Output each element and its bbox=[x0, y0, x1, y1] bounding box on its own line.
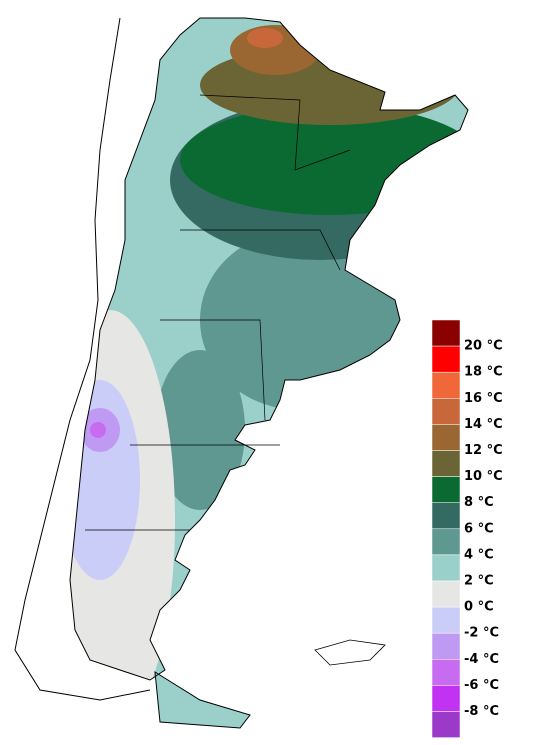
legend-swatch bbox=[431, 659, 461, 686]
legend-swatch bbox=[431, 371, 461, 399]
legend-swatch bbox=[431, 476, 461, 503]
legend-swatch bbox=[431, 711, 461, 738]
legend: 20 °C 18 °C 16 °C 14 °C 12 °C 10 °C 8 °C 6 °C 4 … bbox=[431, 319, 503, 738]
legend-label: 12 °C bbox=[464, 443, 503, 458]
legend-label: -8 °C bbox=[464, 704, 499, 719]
legend-swatch bbox=[431, 319, 461, 347]
legend-swatch bbox=[431, 554, 461, 582]
legend-swatch bbox=[431, 632, 461, 660]
legend-label: 10 °C bbox=[464, 469, 503, 484]
legend-label: -2 °C bbox=[464, 626, 499, 641]
legend-label: -4 °C bbox=[464, 652, 499, 667]
legend-label: 4 °C bbox=[464, 547, 494, 562]
legend-label: 6 °C bbox=[464, 521, 494, 536]
legend-label: -6 °C bbox=[464, 678, 499, 693]
chile-outline bbox=[14, 17, 151, 701]
legend-swatch bbox=[431, 502, 461, 530]
legend-swatch bbox=[431, 424, 461, 451]
legend-swatch bbox=[431, 398, 461, 425]
legend-swatch bbox=[431, 580, 461, 608]
legend-label: 16 °C bbox=[464, 391, 503, 406]
legend-swatch bbox=[431, 450, 461, 477]
legend-swatch bbox=[431, 685, 461, 712]
legend-swatch bbox=[431, 606, 461, 634]
legend-label: 2 °C bbox=[464, 574, 494, 589]
argentina-outline bbox=[69, 17, 469, 729]
legend-swatch bbox=[431, 528, 461, 556]
legend-swatch bbox=[431, 345, 461, 373]
legend-label: 0 °C bbox=[464, 600, 494, 615]
legend-label: 14 °C bbox=[464, 417, 503, 432]
legend-label: 20 °C bbox=[464, 339, 503, 354]
legend-label: 8 °C bbox=[464, 495, 494, 510]
legend-label: 18 °C bbox=[464, 365, 503, 380]
